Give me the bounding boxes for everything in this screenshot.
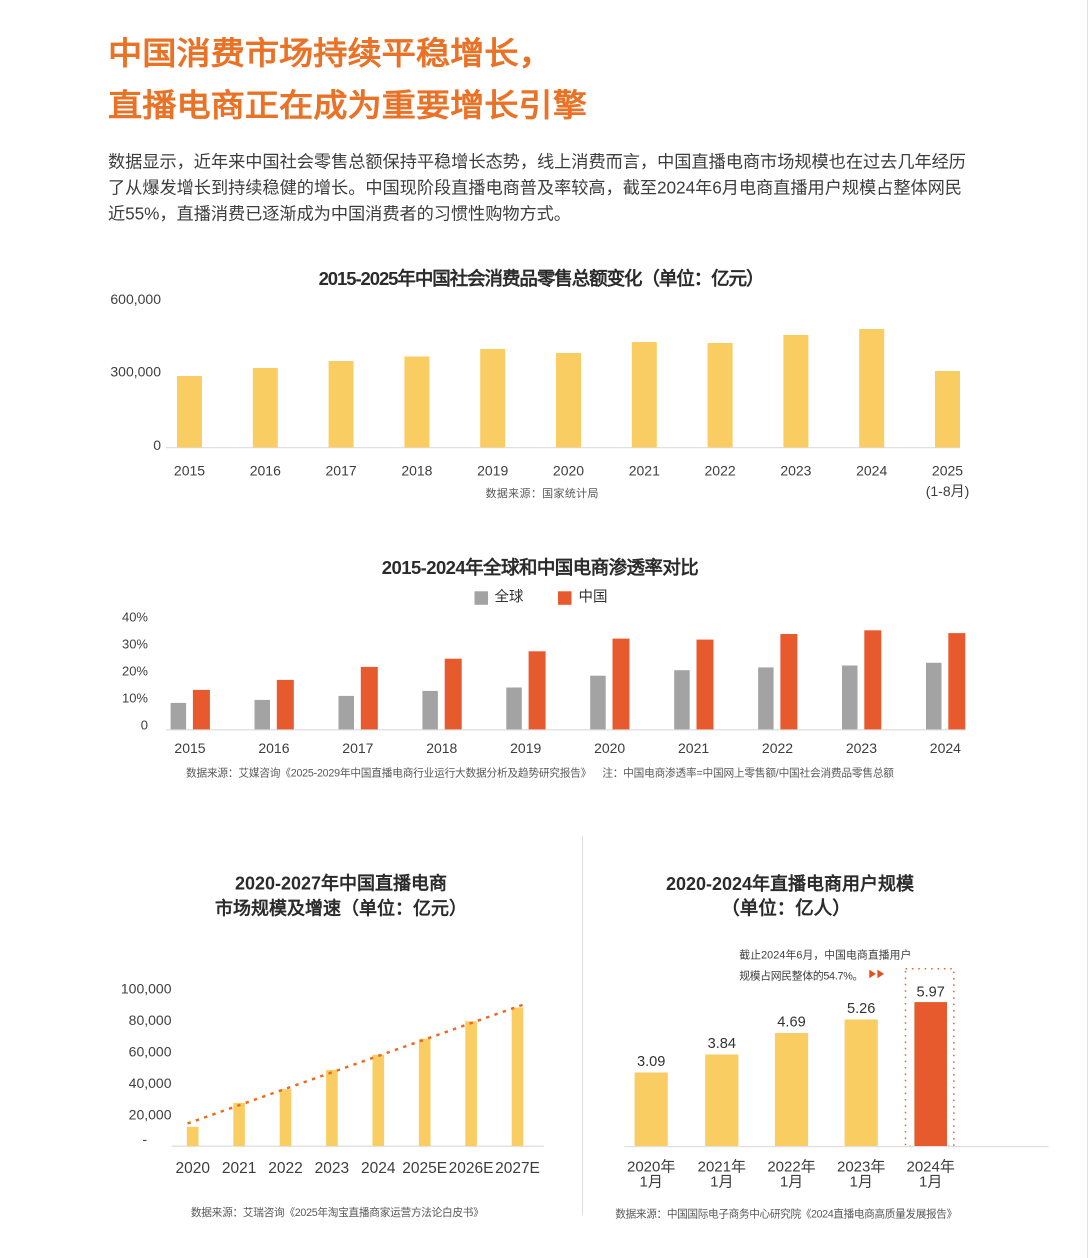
svg-text:2016: 2016 bbox=[250, 463, 281, 479]
svg-text:2022: 2022 bbox=[268, 1160, 302, 1177]
svg-text:2024: 2024 bbox=[930, 740, 961, 756]
svg-text:2022: 2022 bbox=[705, 463, 736, 479]
svg-text:近55%，直播消费已逐渐成为中国消费者的习惯性购物方式。: 近55%，直播消费已逐渐成为中国消费者的习惯性购物方式。 bbox=[108, 204, 571, 224]
svg-text:数据来源：国家统计局: 数据来源：国家统计局 bbox=[486, 486, 599, 500]
svg-text:全球: 全球 bbox=[495, 588, 524, 606]
svg-text:1月: 1月 bbox=[850, 1174, 873, 1191]
svg-text:2021: 2021 bbox=[629, 463, 660, 479]
svg-text:1月: 1月 bbox=[710, 1174, 733, 1191]
svg-text:2015-2024年全球和中国电商渗透率对比: 2015-2024年全球和中国电商渗透率对比 bbox=[382, 557, 699, 578]
svg-text:100,000: 100,000 bbox=[121, 980, 172, 996]
svg-text:了从爆发增长到持续稳健的增长。中国现阶段直播电商普及率较高，: 了从爆发增长到持续稳健的增长。中国现阶段直播电商普及率较高，截至2024年6月电… bbox=[108, 178, 962, 198]
svg-text:2023: 2023 bbox=[780, 463, 811, 479]
svg-text:40%: 40% bbox=[122, 610, 148, 625]
svg-text:2025: 2025 bbox=[932, 463, 963, 479]
svg-text:2023: 2023 bbox=[315, 1160, 349, 1177]
svg-text:5.97: 5.97 bbox=[916, 985, 944, 1001]
svg-text:3.84: 3.84 bbox=[708, 1036, 736, 1052]
svg-text:5.26: 5.26 bbox=[847, 1001, 875, 1017]
svg-text:2026E: 2026E bbox=[449, 1160, 494, 1177]
svg-text:2020年: 2020年 bbox=[627, 1159, 675, 1176]
svg-text:0: 0 bbox=[141, 718, 148, 733]
svg-text:2027E: 2027E bbox=[495, 1160, 540, 1177]
svg-text:3.09: 3.09 bbox=[637, 1054, 665, 1070]
svg-text:2024年: 2024年 bbox=[907, 1159, 955, 1176]
svg-text:2019: 2019 bbox=[510, 740, 541, 756]
svg-text:2018: 2018 bbox=[401, 463, 432, 479]
svg-text:2020-2027年中国直播电商: 2020-2027年中国直播电商 bbox=[235, 873, 447, 894]
svg-text:2021: 2021 bbox=[678, 740, 709, 756]
svg-text:600,000: 600,000 bbox=[110, 291, 161, 307]
svg-text:1月: 1月 bbox=[919, 1174, 942, 1191]
svg-text:规模占网民整体的54.7%。: 规模占网民整体的54.7%。 bbox=[739, 969, 863, 983]
svg-text:0: 0 bbox=[153, 437, 161, 453]
svg-text:2020: 2020 bbox=[594, 740, 625, 756]
svg-text:2017: 2017 bbox=[326, 463, 357, 479]
svg-text:（单位：亿人）: （单位：亿人） bbox=[721, 898, 851, 919]
svg-text:2021: 2021 bbox=[222, 1160, 256, 1177]
svg-text:80,000: 80,000 bbox=[129, 1012, 172, 1028]
svg-text:2022: 2022 bbox=[762, 740, 793, 756]
svg-text:10%: 10% bbox=[122, 691, 148, 706]
svg-text:2020: 2020 bbox=[553, 463, 584, 479]
svg-text:40,000: 40,000 bbox=[129, 1075, 172, 1091]
svg-text:2018: 2018 bbox=[426, 740, 457, 756]
svg-text:2019: 2019 bbox=[477, 463, 508, 479]
svg-text:2023: 2023 bbox=[846, 740, 877, 756]
svg-text:2015: 2015 bbox=[174, 740, 205, 756]
svg-text:数据来源：艾瑞咨询《2025年淘宝直播商家运营方法论白皮书》: 数据来源：艾瑞咨询《2025年淘宝直播商家运营方法论白皮书》 bbox=[191, 1206, 484, 1219]
svg-text:60,000: 60,000 bbox=[129, 1043, 172, 1059]
svg-text:数据来源：艾媒咨询《2025-2029年中国直播电商行业运行: 数据来源：艾媒咨询《2025-2029年中国直播电商行业运行大数据分析及趋势研究… bbox=[186, 767, 894, 780]
svg-text:20,000: 20,000 bbox=[129, 1107, 172, 1123]
svg-text:截止2024年6月，中国电商直播用户: 截止2024年6月，中国电商直播用户 bbox=[739, 948, 911, 962]
svg-text:2016: 2016 bbox=[258, 740, 289, 756]
svg-text:2024: 2024 bbox=[856, 463, 887, 479]
svg-text:(1-8月): (1-8月) bbox=[926, 483, 970, 499]
svg-text:2020: 2020 bbox=[175, 1160, 210, 1177]
svg-text:2015: 2015 bbox=[174, 463, 205, 479]
svg-text:300,000: 300,000 bbox=[110, 364, 161, 380]
svg-text:2020-2024年直播电商用户规模: 2020-2024年直播电商用户规模 bbox=[666, 873, 915, 894]
svg-text:20%: 20% bbox=[122, 664, 148, 679]
svg-text:数据来源：中国国际电子商务中心研究院《2024直播电商高质量: 数据来源：中国国际电子商务中心研究院《2024直播电商高质量发展报告》 bbox=[615, 1208, 957, 1221]
svg-text:中国: 中国 bbox=[579, 589, 608, 606]
svg-text:2015-2025年中国社会消费品零售总额变化（单位：亿元）: 2015-2025年中国社会消费品零售总额变化（单位：亿元） bbox=[319, 268, 764, 289]
svg-text:4.69: 4.69 bbox=[777, 1015, 805, 1031]
svg-text:2022年: 2022年 bbox=[767, 1159, 815, 1176]
svg-text:30%: 30% bbox=[122, 637, 148, 652]
svg-text:2025E: 2025E bbox=[402, 1160, 447, 1177]
svg-text:-: - bbox=[142, 1131, 147, 1147]
svg-text:2021年: 2021年 bbox=[698, 1159, 746, 1176]
svg-text:2024: 2024 bbox=[361, 1160, 396, 1177]
svg-text:2017: 2017 bbox=[342, 740, 373, 756]
svg-text:2023年: 2023年 bbox=[837, 1159, 885, 1176]
svg-text:1月: 1月 bbox=[640, 1174, 663, 1191]
svg-text:1月: 1月 bbox=[780, 1174, 803, 1191]
svg-text:数据显示，近年来中国社会零售总额保持平稳增长态势，线上消费而: 数据显示，近年来中国社会零售总额保持平稳增长态势，线上消费而言，中国直播电商市场… bbox=[108, 151, 966, 171]
svg-text:市场规模及增速（单位：亿元）: 市场规模及增速（单位：亿元） bbox=[215, 898, 467, 919]
